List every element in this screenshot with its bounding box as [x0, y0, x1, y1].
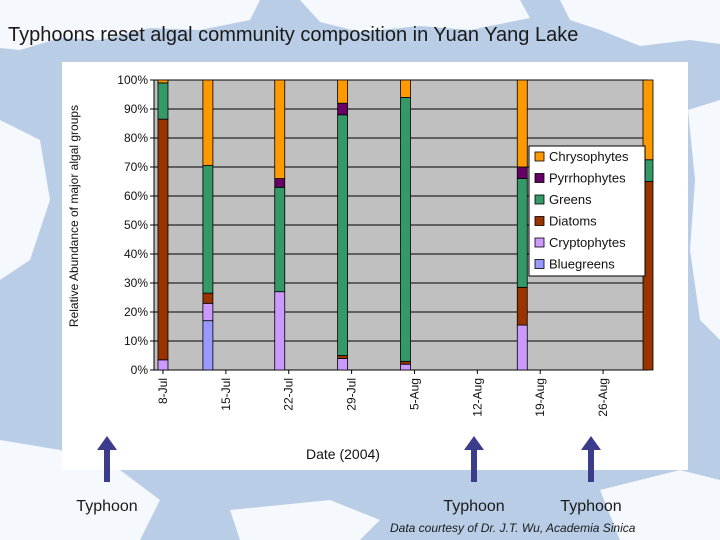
bar-segment [400, 363, 411, 371]
bar-segment [337, 357, 349, 371]
bar-segment [337, 355, 349, 359]
bar-segment [516, 166, 528, 179]
typhoon-label: Typhoon [76, 498, 138, 515]
bar-segment [400, 360, 411, 365]
x-tick-label: 5-Aug [407, 378, 421, 410]
bar-segment [337, 79, 349, 104]
legend-label: Greens [549, 192, 592, 207]
legend-swatch [534, 151, 545, 162]
up-arrow-icon [464, 436, 484, 482]
bar-segment [516, 79, 528, 168]
typhoon-label: Typhoon [443, 498, 505, 515]
bar-segment [157, 359, 169, 371]
y-tick-label: 20% [124, 305, 148, 319]
bar-segment [516, 178, 528, 288]
x-tick-label: 19-Aug [533, 378, 547, 417]
stacked-bar-chart: 0% 10% 20% 30% 40% 50% 60% 70% 80% 90% 100% 8-Jul 15… [117, 73, 654, 417]
y-tick-label: 40% [124, 247, 148, 261]
typhoon-marker-2: Typhoon [429, 436, 519, 516]
legend-label: Bluegreens [549, 257, 615, 272]
bar-segment [157, 118, 169, 361]
typhoon-marker-1: Typhoon [62, 436, 152, 516]
y-tick-label: 60% [124, 189, 148, 203]
map-landmass [0, 120, 50, 280]
map-landmass [300, 0, 530, 32]
legend-label: Chrysophytes [549, 149, 629, 164]
bar-segment [202, 79, 214, 166]
bar-segment [274, 186, 286, 293]
bar-segment [337, 102, 349, 116]
bar-segment [157, 82, 169, 120]
bar-segment [337, 114, 349, 356]
x-tick-label: 12-Aug [470, 378, 484, 417]
y-tick-label: 10% [124, 334, 148, 348]
legend-label: Pyrrhophytes [549, 171, 626, 186]
legend-swatch [534, 194, 545, 205]
y-tick-label: 90% [124, 102, 148, 116]
slide-title: Typhoons reset algal community compositi… [8, 24, 579, 46]
y-tick-label: 70% [124, 160, 148, 174]
legend-label: Cryptophytes [549, 235, 626, 250]
x-tick-label: 22-Jul [282, 378, 296, 411]
legend-box [528, 145, 646, 277]
x-tick-label: 26-Aug [596, 378, 610, 417]
legend-swatch [534, 259, 545, 269]
bar-segment [274, 291, 286, 371]
bar-segment [516, 324, 528, 371]
typhoon-label: Typhoon [560, 498, 622, 515]
y-tick-label: 100% [117, 73, 148, 87]
up-arrow-icon [97, 436, 117, 482]
legend-label: Diatoms [549, 214, 597, 229]
x-tick-label: 8-Jul [156, 378, 170, 404]
legend-swatch [534, 237, 545, 248]
map-landmass [560, 0, 720, 46]
map-landmass [0, 0, 260, 50]
bar-segment [642, 79, 654, 161]
y-tick-label: 50% [124, 218, 148, 232]
bar-segment [202, 292, 214, 304]
map-landmass [0, 440, 160, 540]
map-landmass [600, 470, 720, 540]
bar-segment [516, 286, 528, 326]
y-axis-title: Relative Abundance of major algal groups [67, 104, 81, 328]
bar-segment [157, 79, 169, 84]
y-tick-label: 0% [131, 363, 149, 377]
y-tick-label: 80% [124, 131, 148, 145]
chart-panel: 0% 10% 20% 30% 40% 50% 60% 70% 80% 90% 100% 8-Jul 15… [62, 62, 688, 470]
bar-segment [400, 97, 411, 362]
map-landmass [688, 100, 720, 340]
bar-segment [400, 79, 411, 98]
data-credit: Data courtesy of Dr. J.T. Wu, Academia S… [390, 521, 636, 535]
y-tick-label: 30% [124, 276, 148, 290]
x-tick-label: 15-Jul [219, 378, 233, 411]
x-axis-title: Date (2004) [306, 446, 380, 462]
map-landmass [230, 500, 380, 540]
up-arrow-icon [581, 436, 601, 482]
typhoon-marker-3: Typhoon [546, 436, 636, 516]
legend-swatch [534, 216, 545, 226]
x-tick-label: 29-Jul [345, 378, 359, 411]
bar-segment [202, 302, 214, 322]
legend-swatch [534, 173, 545, 183]
bar-segment [202, 165, 214, 294]
bar-segment [274, 79, 286, 179]
bar-segment [202, 320, 214, 371]
bar-segment [274, 178, 286, 188]
